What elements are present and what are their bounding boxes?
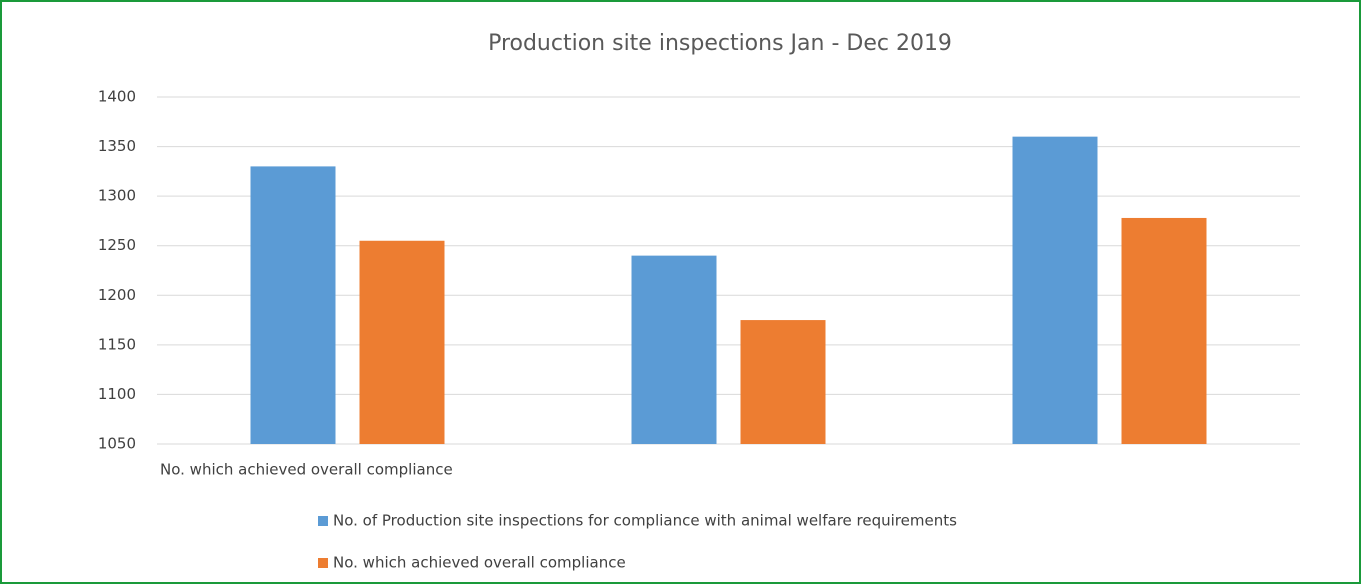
y-tick-label: 1250 bbox=[98, 236, 136, 254]
y-tick-label: 1400 bbox=[98, 88, 136, 106]
x-tick-label: No. which achieved overall compliance bbox=[160, 461, 453, 479]
bar bbox=[359, 240, 445, 444]
legend-label: No. of Production site inspections for c… bbox=[333, 512, 957, 530]
y-tick-label: 1300 bbox=[98, 187, 136, 205]
bar bbox=[631, 255, 717, 444]
y-tick-label: 1200 bbox=[98, 286, 136, 304]
bar bbox=[740, 320, 826, 444]
chart-title: Production site inspections Jan - Dec 20… bbox=[488, 31, 952, 56]
y-tick-label: 1050 bbox=[98, 435, 136, 453]
legend-label: No. which achieved overall compliance bbox=[333, 554, 626, 572]
y-tick-label: 1100 bbox=[98, 385, 136, 403]
y-tick-label: 1150 bbox=[98, 335, 136, 353]
legend-swatch bbox=[318, 558, 328, 568]
legend-swatch bbox=[318, 516, 328, 526]
y-tick-label: 1350 bbox=[98, 137, 136, 155]
bar bbox=[250, 166, 336, 444]
bar bbox=[1012, 136, 1098, 444]
bar bbox=[1121, 217, 1207, 444]
